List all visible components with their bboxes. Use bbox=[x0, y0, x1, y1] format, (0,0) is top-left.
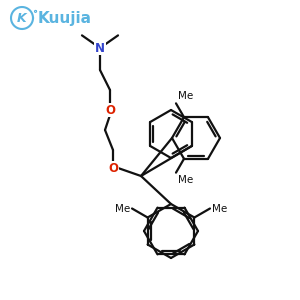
Text: Me: Me bbox=[178, 92, 193, 101]
Text: Me: Me bbox=[115, 203, 130, 214]
Text: K: K bbox=[17, 11, 27, 25]
Text: O: O bbox=[108, 161, 118, 175]
Text: Me: Me bbox=[212, 203, 227, 214]
Text: Me: Me bbox=[178, 175, 193, 184]
Text: Kuujia: Kuujia bbox=[38, 11, 92, 26]
Text: N: N bbox=[95, 41, 105, 55]
Text: O: O bbox=[105, 103, 115, 116]
